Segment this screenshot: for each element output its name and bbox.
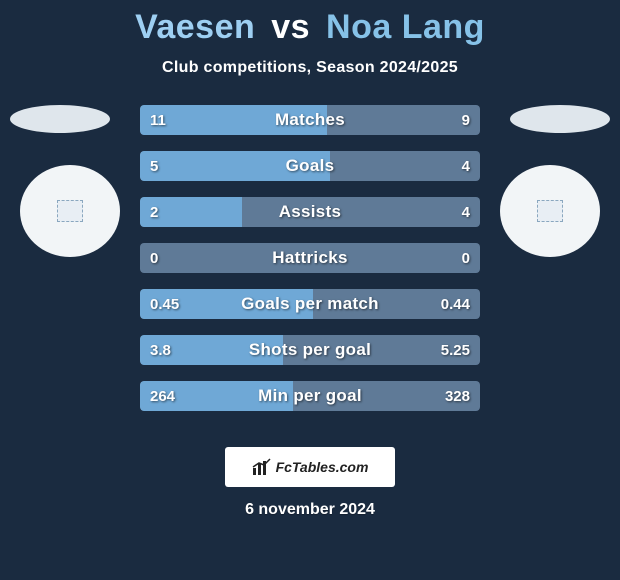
player1-avatar-ellipse bbox=[20, 165, 120, 257]
stat-value-right: 5.25 bbox=[441, 335, 470, 365]
brand-chart-icon bbox=[252, 458, 272, 476]
stat-value-right: 328 bbox=[445, 381, 470, 411]
stat-label: Assists bbox=[140, 197, 480, 227]
stat-bar-row: 264Min per goal328 bbox=[140, 381, 480, 411]
stat-value-right: 0 bbox=[462, 243, 470, 273]
stat-bar-row: 3.8Shots per goal5.25 bbox=[140, 335, 480, 365]
stat-label: Goals bbox=[140, 151, 480, 181]
brand-text: FcTables.com bbox=[276, 459, 369, 475]
player2-avatar-placeholder-icon bbox=[537, 200, 563, 222]
brand-badge: FcTables.com bbox=[225, 447, 395, 487]
player1-name: Vaesen bbox=[135, 8, 255, 46]
subtitle: Club competitions, Season 2024/2025 bbox=[0, 59, 620, 77]
stat-label: Goals per match bbox=[140, 289, 480, 319]
stat-label: Matches bbox=[140, 105, 480, 135]
comparison-arena: 11Matches9 5Goals4 2Assists4 0Hattricks0 0.4… bbox=[0, 105, 620, 425]
stat-bar-row: 0Hattricks0 bbox=[140, 243, 480, 273]
comparison-title: Vaesen vs Noa Lang bbox=[0, 0, 620, 47]
player1-avatar-placeholder-icon bbox=[57, 200, 83, 222]
stat-bars-container: 11Matches9 5Goals4 2Assists4 0Hattricks0 0.4… bbox=[140, 105, 480, 427]
stat-bar-row: 2Assists4 bbox=[140, 197, 480, 227]
player2-club-ellipse bbox=[510, 105, 610, 133]
stat-label: Min per goal bbox=[140, 381, 480, 411]
stat-bar-row: 5Goals4 bbox=[140, 151, 480, 181]
stat-bar-row: 11Matches9 bbox=[140, 105, 480, 135]
player2-avatar-ellipse bbox=[500, 165, 600, 257]
stat-label: Shots per goal bbox=[140, 335, 480, 365]
vs-text: vs bbox=[271, 8, 310, 46]
stat-label: Hattricks bbox=[140, 243, 480, 273]
stat-value-right: 4 bbox=[462, 197, 470, 227]
stat-value-right: 4 bbox=[462, 151, 470, 181]
player1-club-ellipse bbox=[10, 105, 110, 133]
player2-name: Noa Lang bbox=[326, 8, 485, 46]
stat-value-right: 9 bbox=[462, 105, 470, 135]
stat-value-right: 0.44 bbox=[441, 289, 470, 319]
stat-bar-row: 0.45Goals per match0.44 bbox=[140, 289, 480, 319]
date-text: 6 november 2024 bbox=[0, 501, 620, 519]
